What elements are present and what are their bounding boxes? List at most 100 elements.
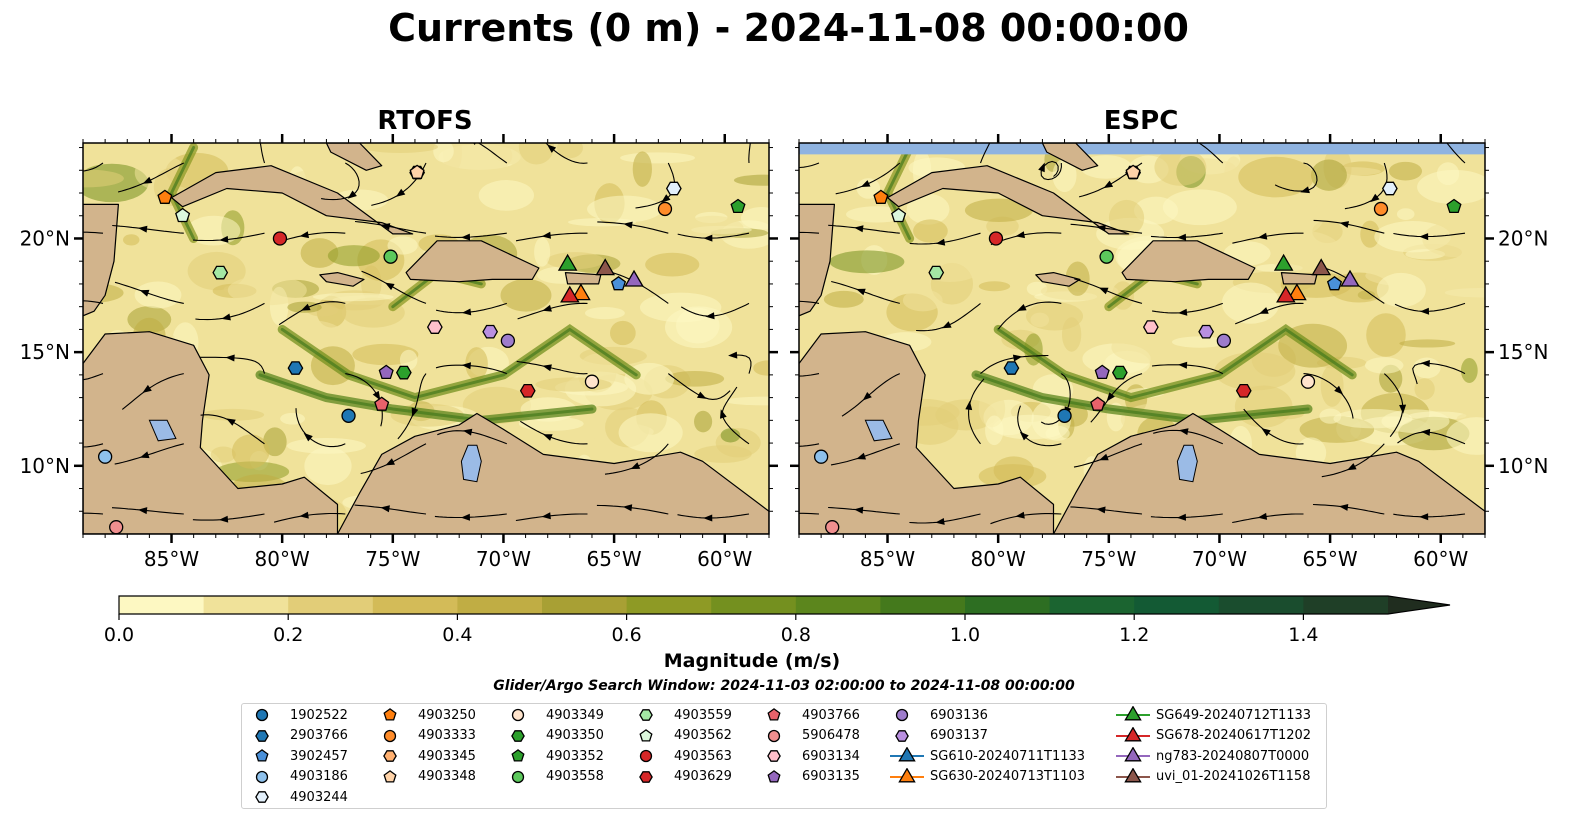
legend-item: 4903345 — [378, 747, 476, 765]
legend-marker-icon — [639, 770, 653, 783]
legend-marker — [255, 791, 269, 803]
colorbar-tick-label: 0.4 — [442, 624, 472, 646]
legend-marker — [255, 708, 269, 722]
legend-marker-icon — [895, 708, 909, 722]
float-4903352 — [730, 198, 746, 214]
legend-marker-icon — [255, 729, 269, 742]
float-4903558 — [383, 249, 398, 264]
legend-marker — [1124, 767, 1142, 782]
legend-marker — [767, 729, 781, 742]
float-2903766 — [287, 361, 304, 375]
legend-label: 2903766 — [290, 728, 348, 743]
y-tick-label: 15°N — [20, 340, 70, 364]
y-tick-label: 10°N — [20, 454, 70, 478]
float-4903629 — [1235, 383, 1252, 398]
legend-item: 4903333 — [378, 727, 476, 745]
legend-marker-icon — [1116, 706, 1150, 721]
legend-label: 4903186 — [290, 769, 348, 784]
float-4903348 — [409, 164, 425, 179]
colorbar-segment — [372, 596, 458, 614]
legend-marker — [383, 708, 397, 721]
float-6903137 — [1198, 324, 1215, 339]
legend-marker — [255, 729, 269, 742]
float-4903766 — [374, 396, 390, 411]
map-panel-rtofs: 85°W 80°W 75°W 70°W 65°W 60°W 20°N 15°N 10°N — [20, 134, 778, 571]
float-4903352 — [1446, 198, 1462, 214]
legend-marker-icon — [639, 709, 653, 721]
float-6903136 — [1216, 333, 1232, 348]
legend-marker — [639, 749, 653, 763]
legend-label: 4903345 — [418, 748, 476, 764]
float-6903135 — [378, 364, 394, 380]
legend-item: SG610-20240711T1133 — [890, 747, 1085, 765]
legend-item: 4903766 — [762, 706, 860, 724]
legend-marker — [767, 708, 781, 721]
legend-marker-icon — [767, 750, 781, 762]
legend-item: uvi_01-20241026T1158 — [1116, 767, 1311, 786]
float-6903136 — [500, 333, 516, 348]
x-tick-label: 60°W — [697, 547, 752, 571]
y-tick-label: 15°N — [1498, 340, 1548, 364]
legend-label: 4903250 — [418, 707, 476, 723]
lake-nicaragua — [148, 419, 177, 442]
legend-marker — [895, 729, 909, 742]
legend-item: 4903350 — [506, 727, 604, 745]
legend-marker-icon — [511, 749, 525, 762]
legend-marker — [767, 769, 781, 783]
legend-item: 3902457 — [250, 747, 348, 765]
float-4903244 — [1381, 181, 1398, 196]
legend-marker — [511, 729, 525, 742]
float-6903134 — [426, 320, 443, 334]
legend-marker — [1124, 726, 1142, 741]
float-3902457 — [1326, 275, 1343, 291]
float-4903350 — [395, 365, 412, 380]
legend-label: 4903559 — [674, 707, 732, 723]
legend-item: 4903186 — [250, 768, 348, 786]
legend-item: 4903352 — [506, 747, 604, 765]
colorbar-tick-label: 1.0 — [950, 624, 980, 646]
colorbar-segment — [288, 596, 374, 614]
legend-label: 4903563 — [674, 748, 732, 764]
float-4903186 — [97, 449, 113, 464]
legend-marker — [767, 750, 781, 762]
glider-SG649-20240712T1133 — [557, 253, 578, 271]
land-puerto-rico — [1280, 272, 1318, 285]
colorbar-tick-label: 0.2 — [273, 624, 303, 646]
no-data-band — [799, 143, 1485, 155]
float-6903135 — [1094, 364, 1110, 380]
map-panel-espc: 85°W 80°W 75°W 70°W 65°W 60°W 20°N 15°N 10°N — [790, 134, 1548, 571]
legend-marker — [639, 728, 653, 742]
legend-item: ng783-20240807T0000 — [1116, 747, 1309, 765]
x-tick-label: 65°W — [1302, 547, 1357, 571]
legend-marker — [511, 770, 525, 783]
float-4903349 — [1300, 374, 1316, 389]
float-4903562 — [891, 207, 907, 223]
legend-label: 4903333 — [418, 728, 476, 743]
colorbar-extend-arrow — [1388, 596, 1450, 614]
float-4903563 — [988, 231, 1004, 246]
float-6903134 — [1142, 320, 1159, 334]
legend-marker-icon — [1116, 767, 1150, 782]
legend-marker — [1124, 747, 1142, 762]
legend-label: SG649-20240712T1133 — [1156, 707, 1312, 723]
legend-label: uvi_01-20241026T1158 — [1156, 769, 1311, 784]
land-jamaica — [1035, 272, 1081, 287]
land-cuba — [886, 165, 1130, 235]
x-tick-label: 75°W — [1081, 547, 1136, 571]
colorbar-segment — [457, 596, 543, 614]
legend-marker — [383, 769, 397, 783]
float-4903244 — [665, 181, 682, 196]
glider-SG678-20240617T1202 — [560, 285, 580, 303]
colorbar-segment — [626, 596, 712, 614]
y-tick-label: 20°N — [1498, 226, 1548, 250]
legend-label: 4903348 — [418, 769, 476, 784]
legend-marker — [639, 709, 653, 721]
glider-uvi_01-20241026T1158 — [1311, 258, 1332, 276]
colorbar: 0.0 0.2 0.4 0.6 0.8 1.0 1.2 1.4 — [104, 595, 1451, 646]
land-central-america — [799, 331, 1055, 534]
legend-marker-icon — [639, 749, 653, 763]
legend-item: 4903348 — [378, 768, 476, 786]
legend-marker-icon — [767, 708, 781, 721]
x-tick-label: 60°W — [1413, 547, 1468, 571]
search-window-text: Glider/Argo Search Window: 2024-11-03 02… — [493, 678, 1075, 694]
